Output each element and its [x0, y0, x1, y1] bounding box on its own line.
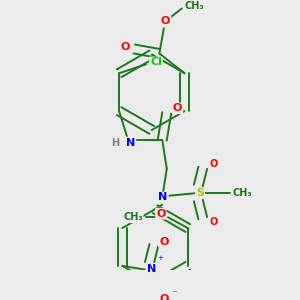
Text: S: S — [196, 188, 204, 198]
Text: O: O — [159, 237, 168, 247]
Text: Cl: Cl — [150, 58, 162, 68]
Text: H: H — [111, 138, 119, 148]
Text: CH₃: CH₃ — [184, 1, 204, 11]
Text: CH₃: CH₃ — [123, 212, 143, 222]
Text: ⁻: ⁻ — [171, 290, 177, 299]
Text: O: O — [159, 294, 168, 300]
Text: O: O — [173, 103, 182, 113]
Text: O: O — [156, 209, 166, 219]
Text: N: N — [146, 264, 156, 274]
Text: N: N — [158, 193, 167, 202]
Text: O: O — [161, 16, 170, 26]
Text: N: N — [126, 138, 135, 148]
Text: O: O — [209, 217, 218, 227]
Text: O: O — [121, 42, 130, 52]
Text: CH₃: CH₃ — [232, 188, 252, 198]
Text: +: + — [158, 256, 163, 262]
Text: O: O — [209, 159, 218, 169]
